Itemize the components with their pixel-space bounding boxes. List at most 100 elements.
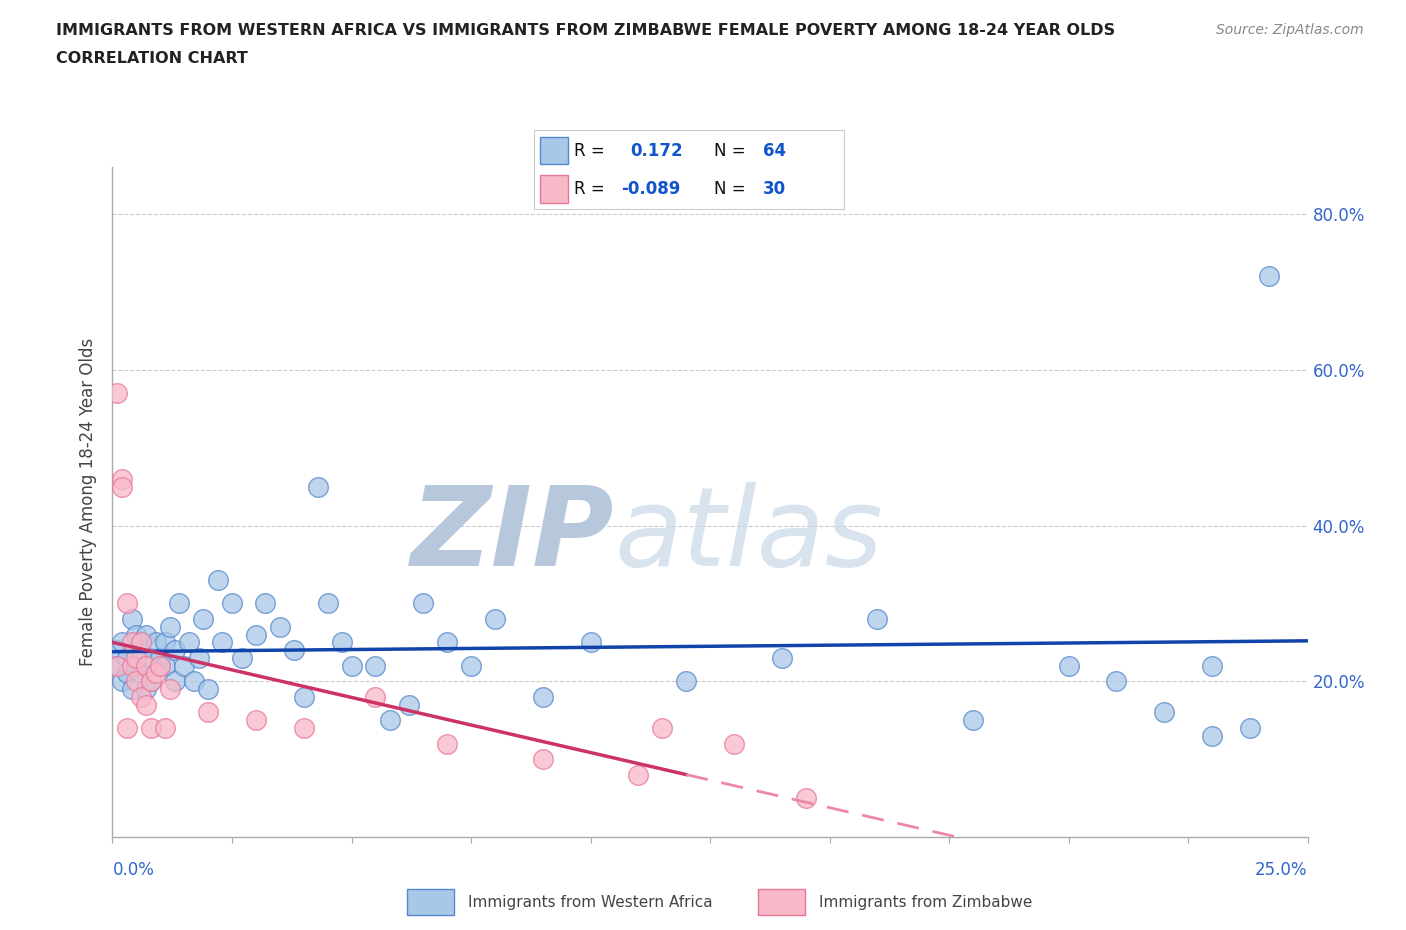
Point <box>197 682 219 697</box>
Point <box>962 712 984 727</box>
Point <box>307 479 329 494</box>
Point <box>283 643 305 658</box>
Text: 30: 30 <box>763 180 786 198</box>
Point <box>121 658 143 673</box>
Point <box>139 650 162 665</box>
Point <box>651 721 673 736</box>
Point <box>245 712 267 727</box>
Point <box>177 635 200 650</box>
Point <box>111 674 134 689</box>
Point <box>125 658 148 673</box>
Point <box>675 674 697 689</box>
Text: atlas: atlas <box>614 482 883 590</box>
Point <box>149 650 172 665</box>
Point <box>207 573 229 588</box>
Text: 0.0%: 0.0% <box>112 860 155 879</box>
Point <box>121 612 143 627</box>
Point <box>316 596 339 611</box>
Text: IMMIGRANTS FROM WESTERN AFRICA VS IMMIGRANTS FROM ZIMBABWE FEMALE POVERTY AMONG : IMMIGRANTS FROM WESTERN AFRICA VS IMMIGR… <box>56 23 1115 38</box>
Point <box>159 682 181 697</box>
Point <box>163 643 186 658</box>
Point <box>292 689 315 704</box>
Text: Source: ZipAtlas.com: Source: ZipAtlas.com <box>1216 23 1364 37</box>
Point <box>460 658 482 673</box>
Point <box>197 705 219 720</box>
Point <box>115 650 138 665</box>
Point <box>111 472 134 486</box>
Bar <box>408 889 454 915</box>
Point <box>436 635 458 650</box>
Point <box>1153 705 1175 720</box>
Point <box>129 666 152 681</box>
Text: CORRELATION CHART: CORRELATION CHART <box>56 51 247 66</box>
Point <box>436 737 458 751</box>
Point <box>173 658 195 673</box>
Point <box>531 689 554 704</box>
Point <box>364 689 387 704</box>
Point <box>1239 721 1261 736</box>
Point <box>579 635 602 650</box>
Point <box>770 650 793 665</box>
Point <box>330 635 353 650</box>
Point <box>412 596 434 611</box>
Bar <box>540 175 568 203</box>
Point <box>129 635 152 650</box>
Point <box>105 386 128 401</box>
Point <box>121 635 143 650</box>
Point <box>111 635 134 650</box>
Point <box>1105 674 1128 689</box>
Point <box>115 596 138 611</box>
Point <box>292 721 315 736</box>
Point <box>105 658 128 673</box>
Text: 25.0%: 25.0% <box>1256 860 1308 879</box>
Point <box>139 674 162 689</box>
Point <box>125 627 148 642</box>
Point <box>135 658 157 673</box>
Point <box>187 650 209 665</box>
Point <box>340 658 363 673</box>
Point <box>723 737 745 751</box>
Point <box>169 596 191 611</box>
Point <box>105 643 128 658</box>
Point <box>245 627 267 642</box>
Point <box>149 658 172 673</box>
Point <box>159 619 181 634</box>
Point <box>364 658 387 673</box>
Text: N =: N = <box>714 141 745 160</box>
Point <box>129 643 152 658</box>
Point <box>231 650 253 665</box>
Text: -0.089: -0.089 <box>621 180 681 198</box>
Point <box>866 612 889 627</box>
Text: N =: N = <box>714 180 745 198</box>
Point <box>484 612 506 627</box>
Point <box>129 689 152 704</box>
Point <box>125 650 148 665</box>
Point <box>794 790 817 805</box>
Point <box>115 721 138 736</box>
Point <box>115 666 138 681</box>
Point <box>121 682 143 697</box>
Y-axis label: Female Poverty Among 18-24 Year Olds: Female Poverty Among 18-24 Year Olds <box>79 339 97 666</box>
Point <box>145 666 167 681</box>
Text: R =: R = <box>575 180 605 198</box>
Text: 64: 64 <box>763 141 786 160</box>
Point <box>1057 658 1080 673</box>
Point <box>211 635 233 650</box>
Point <box>153 721 176 736</box>
Point <box>627 767 650 782</box>
Point <box>153 635 176 650</box>
Bar <box>540 137 568 165</box>
Point <box>269 619 291 634</box>
Point <box>531 751 554 766</box>
Point <box>145 635 167 650</box>
Text: Immigrants from Zimbabwe: Immigrants from Zimbabwe <box>818 895 1032 910</box>
Text: R =: R = <box>575 141 605 160</box>
Point <box>111 479 134 494</box>
Point <box>153 658 176 673</box>
Point <box>254 596 277 611</box>
Point <box>1258 269 1281 284</box>
Point <box>125 674 148 689</box>
Bar <box>758 889 806 915</box>
Point <box>135 682 157 697</box>
Text: Immigrants from Western Africa: Immigrants from Western Africa <box>468 895 713 910</box>
